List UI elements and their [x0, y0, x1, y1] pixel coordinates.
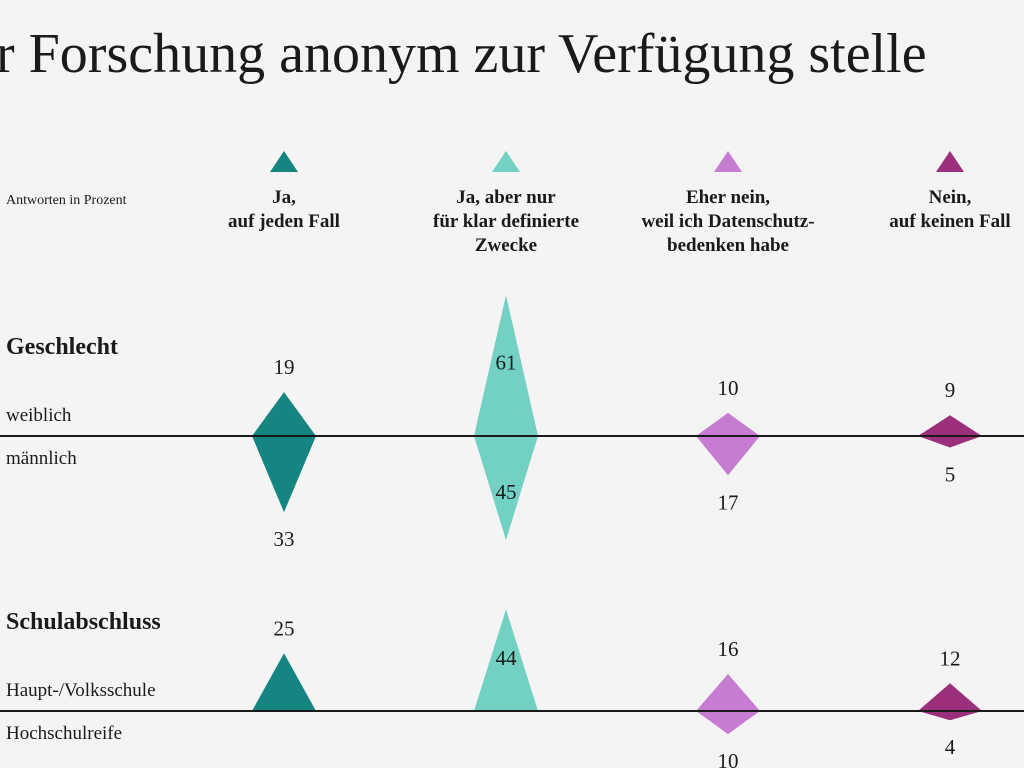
- diamond-half: [474, 436, 538, 540]
- row-label: weiblich: [6, 405, 72, 426]
- diamond-half: [696, 674, 760, 711]
- diamond-half: [252, 653, 316, 711]
- chart-title: r Forschung anonym zur Verfügung stelle: [0, 23, 927, 85]
- diamond-half: [918, 711, 982, 721]
- legend-marker: [270, 151, 298, 172]
- diamond-half: [918, 683, 982, 711]
- diamond-half: [696, 711, 760, 735]
- diamond-half: [918, 436, 982, 448]
- diamond-half: [918, 415, 982, 436]
- diamond-half: [252, 436, 316, 513]
- value-label: 4: [945, 735, 956, 759]
- value-label: 61: [496, 350, 517, 374]
- value-label: 9: [945, 378, 956, 402]
- diamond-half: [696, 436, 760, 476]
- value-label: 17: [718, 490, 739, 514]
- diamond-half: [474, 295, 538, 436]
- value-label: 12: [940, 646, 961, 670]
- value-label: 10: [718, 749, 739, 768]
- value-label: 16: [718, 637, 739, 661]
- value-label: 10: [718, 376, 739, 400]
- value-label: 44: [496, 646, 518, 670]
- group-title: Schulabschluss: [6, 609, 161, 635]
- series-header: Eher nein, weil ich Datenschutz- bedenke…: [641, 187, 815, 256]
- legend-marker: [492, 151, 520, 172]
- series-header: Ja, auf jeden Fall: [228, 187, 340, 232]
- value-label: 45: [496, 480, 517, 504]
- legend-marker: [936, 151, 964, 172]
- note: Antworten in Prozent: [6, 193, 127, 208]
- row-label: Hochschulreife: [6, 723, 122, 744]
- series-header: Ja, aber nur für klar definierte Zwecke: [433, 187, 579, 256]
- value-label: 25: [274, 616, 295, 640]
- row-label: männlich: [6, 448, 77, 469]
- series-header: Nein, auf keinen Fall: [889, 187, 1011, 232]
- diamond-half: [696, 412, 760, 436]
- value-label: 19: [274, 355, 295, 379]
- legend-marker: [714, 151, 742, 172]
- group-title: Geschlecht: [6, 334, 118, 360]
- diamond-half: [252, 392, 316, 436]
- row-label: Haupt-/Volksschule: [6, 680, 156, 701]
- value-label: 33: [274, 527, 295, 551]
- diamond-half: [474, 609, 538, 711]
- value-label: 5: [945, 463, 956, 487]
